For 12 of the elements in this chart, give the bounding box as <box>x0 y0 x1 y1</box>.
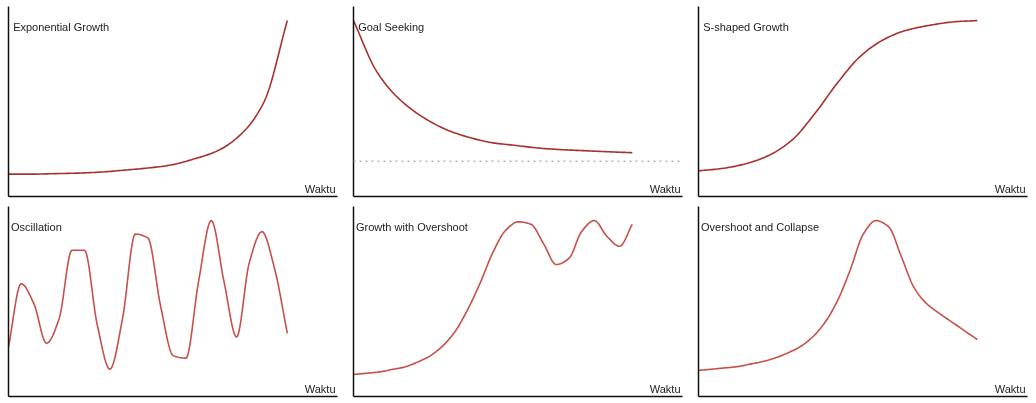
chart-title: Goal Seeking <box>358 20 425 33</box>
chart-title: S-shaped Growth <box>703 20 789 33</box>
x-axis-title: Waktu <box>649 182 681 195</box>
chart-title: Overshoot and Collapse <box>701 220 820 233</box>
x-axis-title: Waktu <box>304 382 336 395</box>
x-axis-title: Waktu <box>304 182 336 195</box>
x-axis-title: Waktu <box>994 182 1026 195</box>
chart-title: Oscillation <box>11 220 62 233</box>
chart-title: Exponential Growth <box>13 20 110 33</box>
x-axis-title: Waktu <box>994 382 1026 395</box>
x-axis-title: Waktu <box>649 382 681 395</box>
chart-title: Growth with Overshoot <box>356 220 468 233</box>
